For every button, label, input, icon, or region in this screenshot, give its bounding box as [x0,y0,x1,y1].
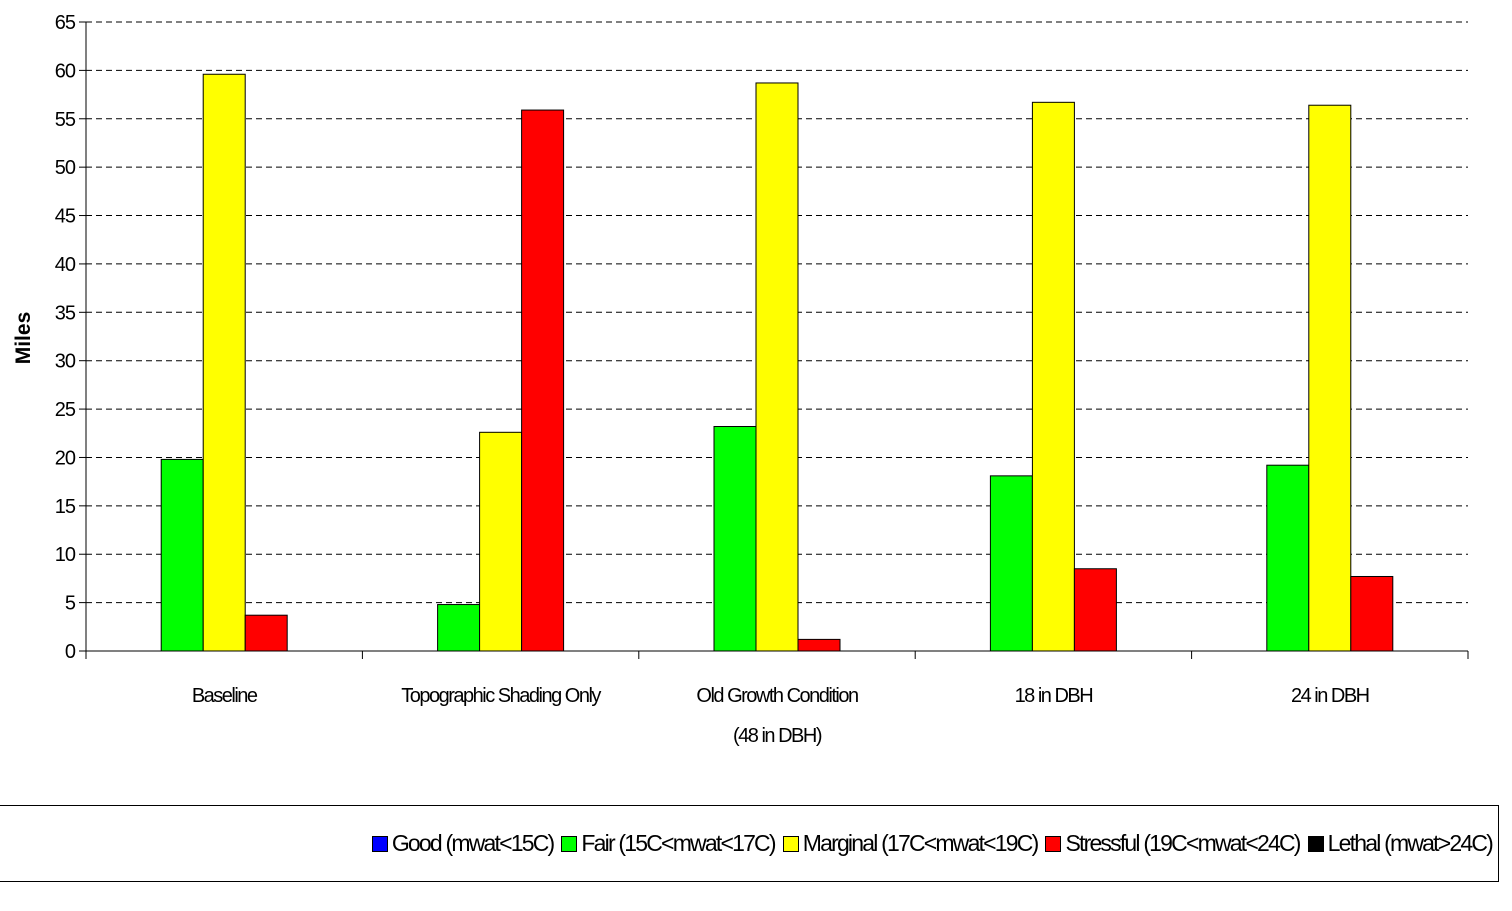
legend-swatch [782,835,799,852]
legend-item: Good (mwat<15C) [371,830,555,857]
y-tick-label: 25 [55,399,76,421]
y-tick-label: 55 [55,109,76,131]
legend-label: Lethal (mwat>24C) [1327,830,1494,856]
legend-item: Fair (15C<mwat<17C) [561,830,777,857]
legend-label: Fair (15C<mwat<17C) [581,830,776,856]
legend-swatch [1045,835,1062,852]
x-category-label: Baseline [192,685,258,707]
y-tick-label: 60 [55,60,76,82]
y-tick-label: 0 [65,641,76,663]
legend-label: Stressful (19C<mwat<24C) [1065,830,1301,856]
bar [1308,104,1352,652]
legend-label: Good (mwat<15C) [391,830,555,856]
x-category-label: (48 in DBH) [733,725,822,747]
bar [1073,568,1117,652]
x-category-label: Old Growth Condition [696,685,858,707]
bar [160,458,204,652]
y-tick-label: 10 [55,544,76,566]
bar [202,73,246,652]
x-category-label: 18 in DBH [1015,685,1093,707]
bar [713,425,757,652]
y-tick-label: 40 [55,254,76,276]
bar [521,109,565,652]
x-category-label: 24 in DBH [1291,685,1369,707]
y-tick-label: 50 [55,157,76,179]
bar [479,431,523,652]
y-tick-label: 20 [55,447,76,469]
y-tick-label: 30 [55,351,76,373]
bar-chart: 0 5 10 15 20 25 30 35 40 45 50 55 60 65 Baseline Topogr… [12,12,1469,747]
bar [797,638,841,652]
legend-item: Stressful (19C<mwat<24C) [1045,830,1301,857]
bar [989,475,1033,652]
bar [1350,575,1394,652]
bar [1031,101,1075,652]
legend-swatch [1307,835,1324,852]
bar [1266,464,1310,652]
x-category-label: Topographic Shading Only [401,685,601,707]
axes: 0 5 10 15 20 25 30 35 40 45 50 55 60 65 Baseline Topogr… [55,12,1469,747]
y-tick-label: 15 [55,496,76,518]
y-tick-label: 45 [55,206,76,228]
legend-label: Marginal (17C<mwat<19C) [802,830,1040,856]
legend-swatch [371,835,388,852]
legend: Good (mwat<15C) Fair (15C<mwat<17C) Margin… [0,805,1499,882]
bar [244,614,288,652]
y-tick-label: 65 [55,12,76,34]
bar [437,604,481,652]
bars [160,73,1394,652]
legend-swatch [561,835,578,852]
legend-item: Lethal (mwat>24C) [1307,830,1494,857]
y-axis-title: Miles [12,312,35,365]
bar [755,82,799,652]
y-tick-label: 35 [55,302,76,324]
legend-item: Marginal (17C<mwat<19C) [782,830,1040,857]
y-tick-label: 5 [65,593,76,615]
